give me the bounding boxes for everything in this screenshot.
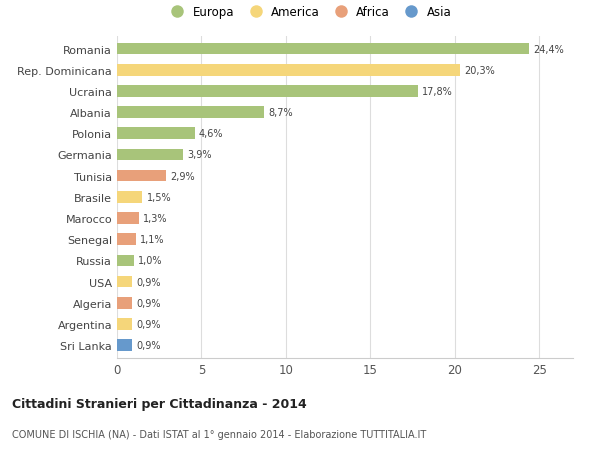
Bar	[117, 276, 132, 288]
Legend: Europa, America, Africa, Asia: Europa, America, Africa, Asia	[166, 6, 451, 19]
Bar	[117, 255, 134, 267]
Bar	[117, 213, 139, 224]
Bar	[117, 128, 194, 140]
Text: 17,8%: 17,8%	[422, 87, 452, 97]
Text: 1,5%: 1,5%	[146, 192, 171, 202]
Bar	[117, 149, 183, 161]
Bar	[117, 319, 132, 330]
Text: 2,9%: 2,9%	[170, 171, 195, 181]
Text: 8,7%: 8,7%	[268, 108, 293, 118]
Text: 4,6%: 4,6%	[199, 129, 223, 139]
Bar	[117, 107, 264, 118]
Bar	[117, 297, 132, 309]
Text: COMUNE DI ISCHIA (NA) - Dati ISTAT al 1° gennaio 2014 - Elaborazione TUTTITALIA.: COMUNE DI ISCHIA (NA) - Dati ISTAT al 1°…	[12, 429, 426, 439]
Bar	[117, 44, 529, 55]
Bar	[117, 340, 132, 351]
Text: 1,0%: 1,0%	[138, 256, 163, 266]
Bar	[117, 86, 418, 97]
Text: 0,9%: 0,9%	[136, 319, 161, 329]
Bar	[117, 65, 460, 76]
Text: 0,9%: 0,9%	[136, 298, 161, 308]
Text: 0,9%: 0,9%	[136, 277, 161, 287]
Bar	[117, 170, 166, 182]
Text: 1,3%: 1,3%	[143, 213, 167, 224]
Text: 24,4%: 24,4%	[533, 45, 564, 55]
Text: 3,9%: 3,9%	[187, 150, 212, 160]
Text: 0,9%: 0,9%	[136, 340, 161, 350]
Bar	[117, 234, 136, 246]
Text: Cittadini Stranieri per Cittadinanza - 2014: Cittadini Stranieri per Cittadinanza - 2…	[12, 397, 307, 410]
Text: 1,1%: 1,1%	[140, 235, 164, 245]
Text: 20,3%: 20,3%	[464, 66, 495, 76]
Bar	[117, 191, 142, 203]
